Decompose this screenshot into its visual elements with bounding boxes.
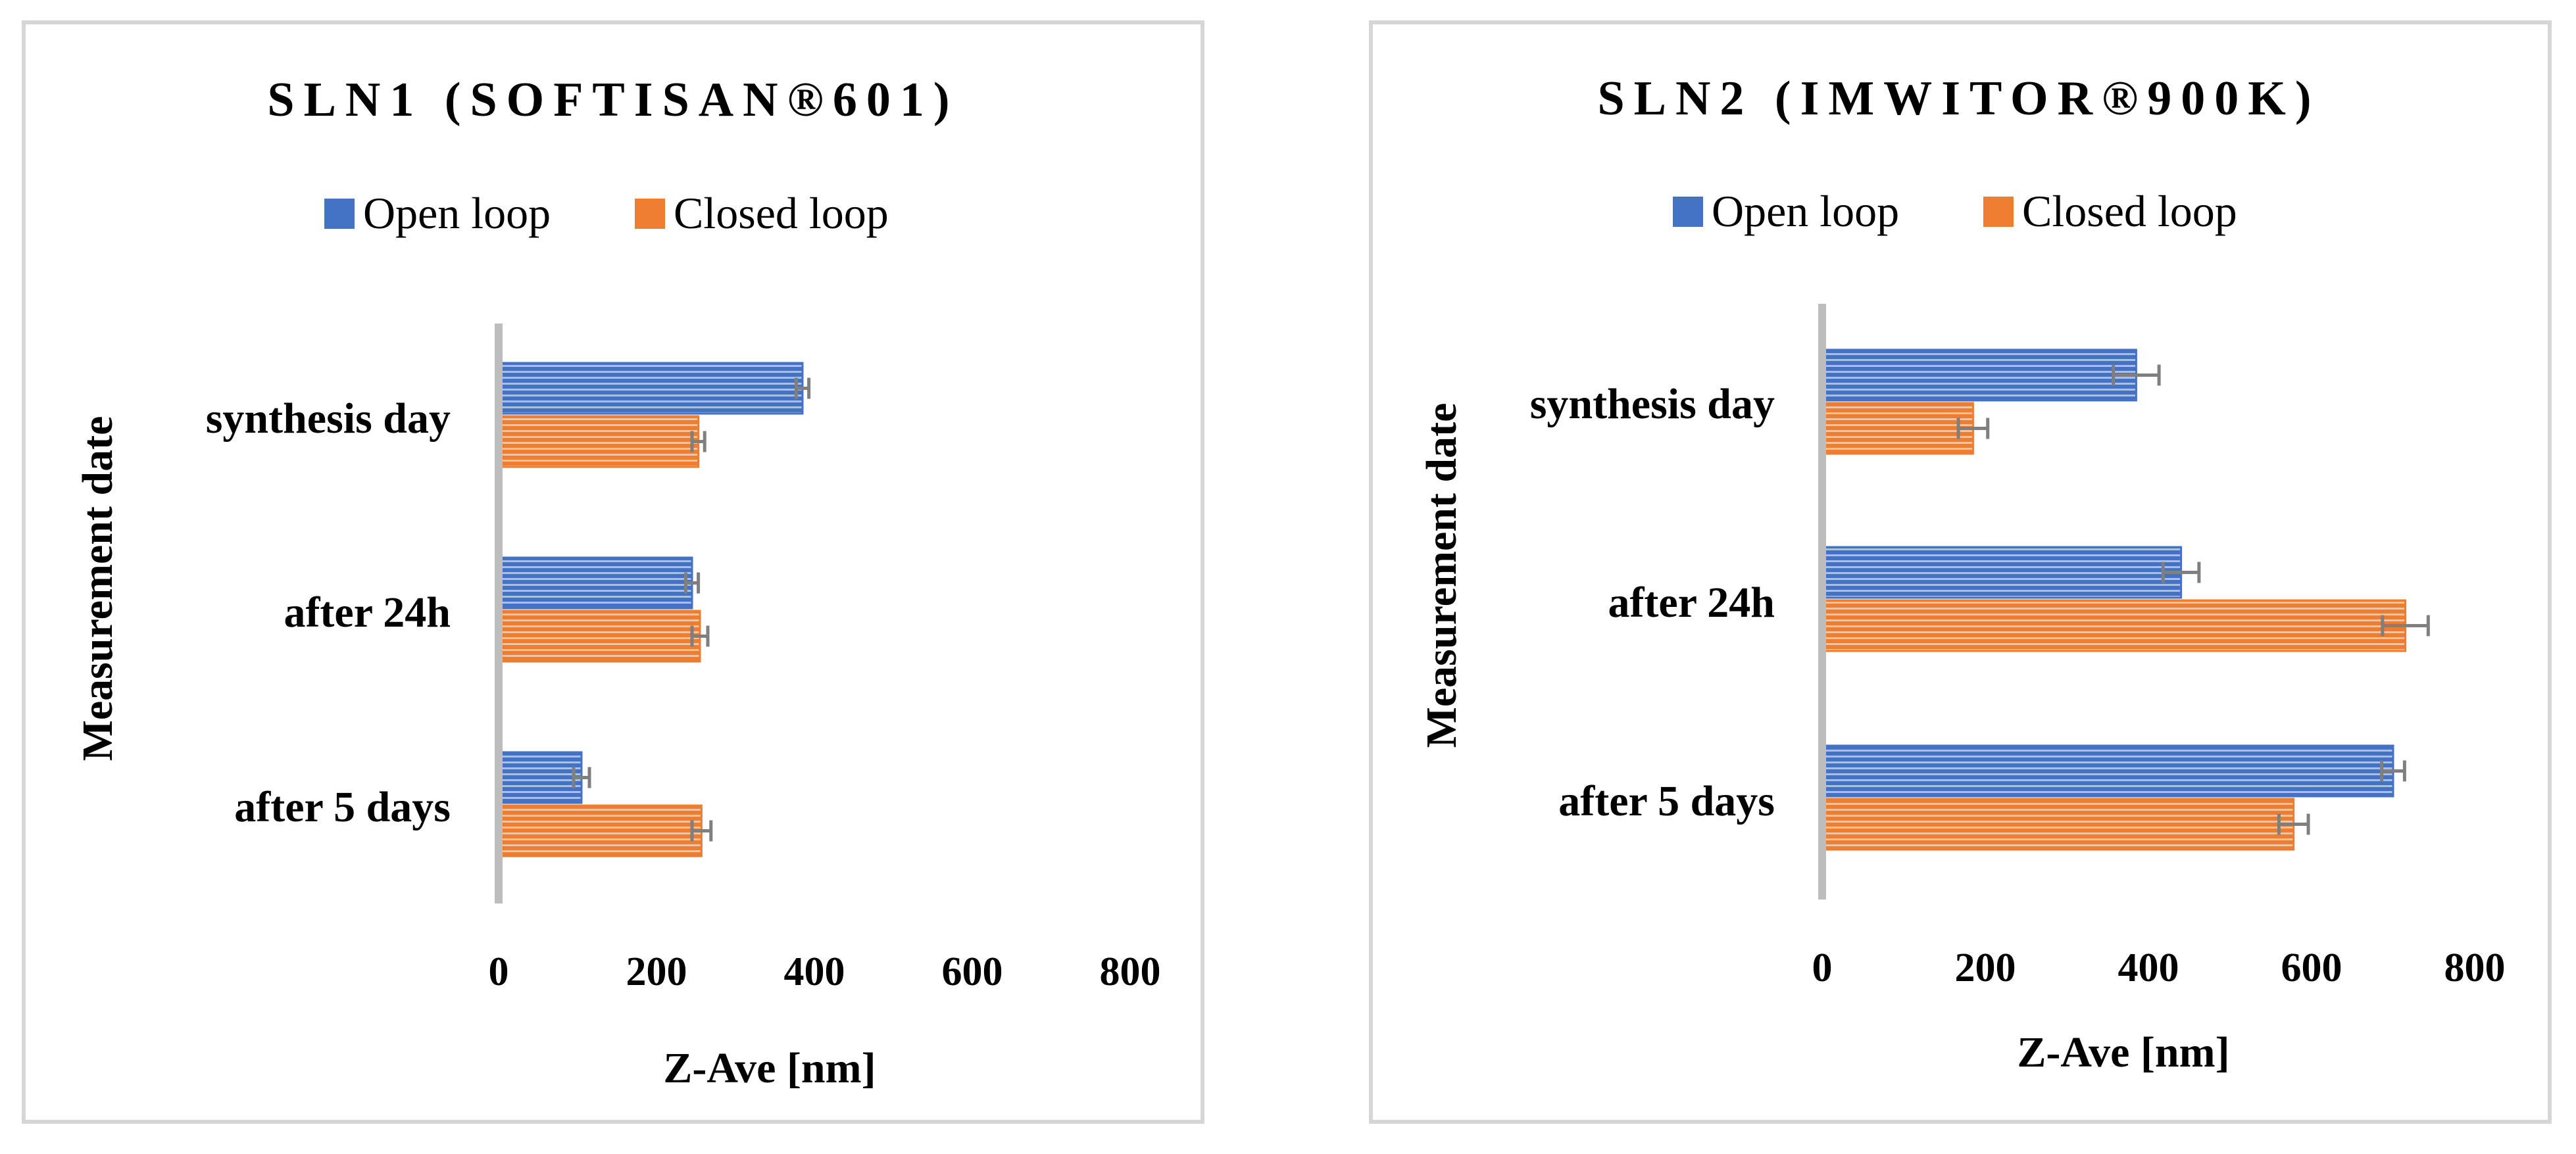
legend-label-open-loop: Open loop xyxy=(363,188,551,238)
error-bar-open-loop-after-5-days xyxy=(2380,760,2406,782)
category-label-after-24h: after 24h xyxy=(284,589,451,637)
legend-label-closed-loop: Closed loop xyxy=(2022,186,2237,236)
legend-swatch-closed-loop xyxy=(635,199,665,229)
chart-title: SLN2 (IMWITOR®900K) xyxy=(1597,72,2320,126)
bar-closed-loop-synthesis-day xyxy=(497,415,700,468)
legend-swatch-closed-loop xyxy=(1983,197,2014,227)
legend-swatch-open-loop xyxy=(1673,197,1703,227)
legend-label-closed-loop: Closed loop xyxy=(674,188,889,238)
y-axis-title: Measurement date xyxy=(1418,403,1466,748)
legend: Open loop Closed loop xyxy=(1673,186,2237,236)
x-tick-400: 400 xyxy=(784,950,845,994)
category-label-synthesis-day: synthesis day xyxy=(1530,380,1775,428)
x-tick-200: 200 xyxy=(1955,946,2016,990)
bar-closed-loop-after-5-days xyxy=(1821,798,2295,851)
bars-group xyxy=(1821,349,2430,851)
error-bar-open-loop-after-24h xyxy=(683,572,701,594)
category-label-after-5-days: after 5 days xyxy=(234,783,451,831)
x-tick-600: 600 xyxy=(942,950,1003,994)
error-bar-open-loop-synthesis-day xyxy=(2112,364,2161,386)
bar-open-loop-synthesis-day xyxy=(497,362,804,415)
chart-panel-sln2: SLN2 (IMWITOR®900K) Open loop Closed loo… xyxy=(1288,0,2576,1154)
legend-swatch-open-loop xyxy=(324,199,355,229)
x-tick-200: 200 xyxy=(626,950,687,994)
x-tick-800: 800 xyxy=(1100,950,1161,994)
x-tick-400: 400 xyxy=(2118,946,2179,990)
x-tick-600: 600 xyxy=(2281,946,2342,990)
bar-open-loop-after-5-days xyxy=(497,751,583,804)
category-label-after-24h: after 24h xyxy=(1608,579,1775,627)
legend-label-open-loop: Open loop xyxy=(1712,186,1899,236)
x-axis-title: Z-Ave [nm] xyxy=(663,1044,876,1092)
bar-open-loop-after-24h xyxy=(497,556,693,610)
chart-title: SLN1 (SOFTISAN®601) xyxy=(267,73,958,127)
category-label-synthesis-day: synthesis day xyxy=(206,395,451,443)
error-bar-closed-loop-after-5-days xyxy=(2277,813,2310,835)
chart-svg-sln1: SLN1 (SOFTISAN®601) Open loop Closed loo… xyxy=(22,20,1204,1124)
error-bar-closed-loop-after-24h xyxy=(2381,615,2430,637)
bar-closed-loop-after-24h xyxy=(497,610,701,663)
bar-closed-loop-after-5-days xyxy=(497,804,703,857)
error-bar-closed-loop-after-5-days xyxy=(690,820,713,842)
error-bar-closed-loop-after-24h xyxy=(690,625,710,647)
chart-panel-sln1: SLN1 (SOFTISAN®601) Open loop Closed loo… xyxy=(22,20,1204,1124)
error-bar-closed-loop-synthesis-day xyxy=(1956,418,1990,439)
bar-open-loop-after-5-days xyxy=(1821,744,2394,798)
bar-open-loop-synthesis-day xyxy=(1821,349,2137,402)
x-tick-0: 0 xyxy=(1812,946,1833,990)
chart-svg-sln2: SLN2 (IMWITOR®900K) Open loop Closed loo… xyxy=(1369,20,2552,1124)
x-axis-title: Z-Ave [nm] xyxy=(2017,1028,2229,1076)
x-tick-0: 0 xyxy=(489,950,509,994)
legend: Open loop Closed loop xyxy=(324,188,889,238)
error-bar-open-loop-after-5-days xyxy=(572,767,591,788)
error-bar-open-loop-after-24h xyxy=(2161,562,2201,583)
bar-closed-loop-synthesis-day xyxy=(1821,402,1974,455)
category-label-after-5-days: after 5 days xyxy=(1558,777,1775,825)
error-bar-closed-loop-synthesis-day xyxy=(690,431,706,452)
bar-closed-loop-after-24h xyxy=(1821,599,2407,652)
error-bar-open-loop-synthesis-day xyxy=(794,377,811,399)
bars-group xyxy=(497,362,811,857)
x-tick-800: 800 xyxy=(2444,946,2506,990)
y-axis-title: Measurement date xyxy=(74,416,122,761)
bar-open-loop-after-24h xyxy=(1821,546,2183,599)
